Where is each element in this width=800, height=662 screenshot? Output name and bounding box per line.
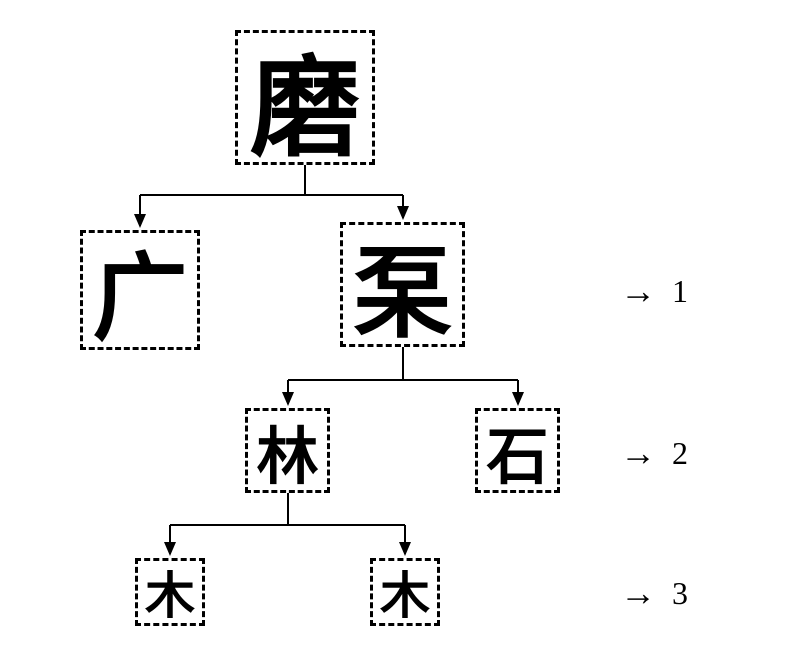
- n1b-label: 䂞: [353, 212, 453, 357]
- level-3-text: 3: [672, 575, 688, 612]
- root-label: 磨: [250, 18, 360, 178]
- arrow-icon: →: [620, 432, 652, 474]
- n1a-label: 广: [92, 222, 187, 359]
- level-label-2: → 2: [620, 432, 688, 474]
- tree-diagram: 磨 广 䂞 林 石 木 木 → 1 → 2 → 3: [0, 0, 800, 662]
- level-label-3: → 3: [620, 572, 688, 614]
- level3-node-left: 木: [135, 558, 205, 626]
- root-node: 磨: [235, 30, 375, 165]
- level1-node-left: 广: [80, 230, 200, 350]
- level1-node-right: 䂞: [340, 222, 465, 347]
- level2-node-left: 林: [245, 408, 330, 493]
- level3-node-right: 木: [370, 558, 440, 626]
- level2-node-right: 石: [475, 408, 560, 493]
- arrow-icon: →: [620, 572, 652, 614]
- level-label-1: → 1: [620, 270, 688, 312]
- level-1-text: 1: [672, 273, 688, 310]
- level-2-text: 2: [672, 435, 688, 472]
- n3b-label: 木: [380, 556, 430, 628]
- n2b-label: 石: [486, 406, 548, 496]
- arrow-icon: →: [620, 270, 652, 312]
- n3a-label: 木: [145, 556, 195, 628]
- n2a-label: 林: [256, 406, 318, 496]
